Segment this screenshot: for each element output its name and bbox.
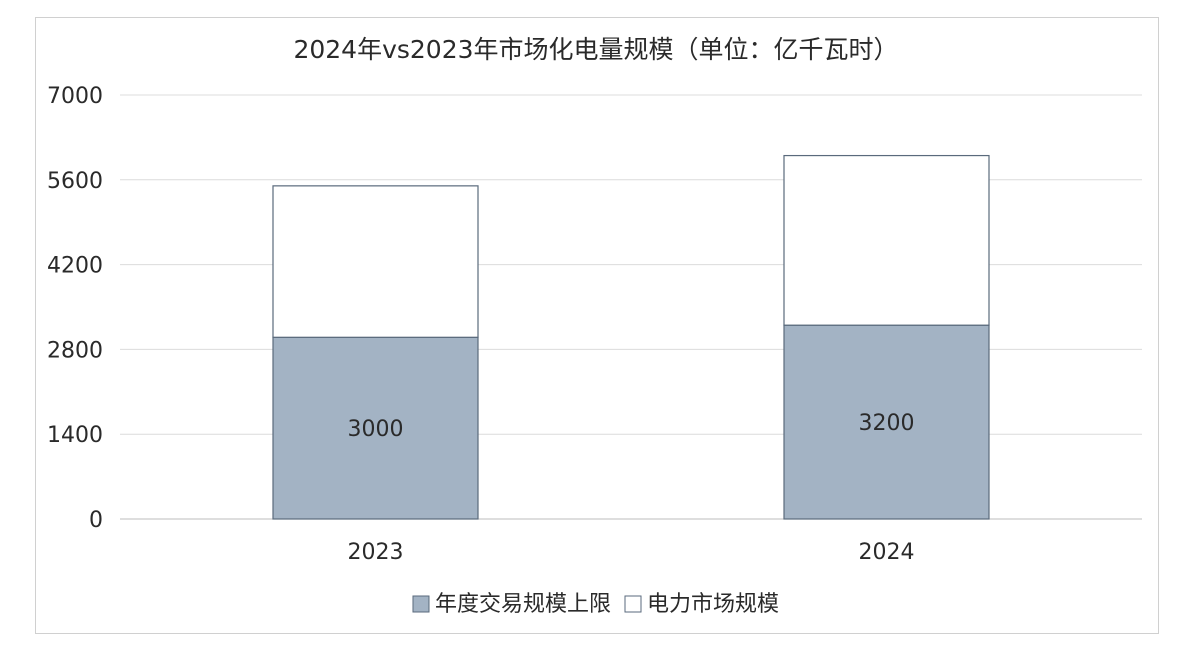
y-tick-label: 1400	[47, 423, 103, 448]
y-tick-label: 4200	[47, 254, 103, 279]
y-tick-label: 5600	[47, 169, 103, 194]
chart-frame	[35, 17, 1159, 634]
y-tick-label: 0	[89, 508, 103, 533]
legend: 年度交易规模上限 电力市场规模	[412, 592, 779, 617]
bar-segment	[783, 154, 990, 326]
bar-layer: 3000 3200	[272, 154, 990, 520]
x-tick-label: 2023	[348, 540, 404, 565]
bar-data-label: 3200	[859, 411, 915, 436]
legend-item: 年度交易规模上限	[412, 592, 611, 617]
legend-label: 年度交易规模上限	[435, 592, 611, 617]
legend-swatch	[412, 595, 430, 613]
bar-segment	[783, 324, 990, 520]
chart-title: 2024年vs2023年市场化电量规模（单位：亿千瓦时）	[293, 35, 898, 64]
legend-item: 电力市场规模	[624, 592, 779, 617]
x-tick-labels: 2023 2024	[348, 540, 915, 565]
bar-segment	[272, 185, 479, 338]
bar-data-label: 3000	[348, 417, 404, 442]
legend-swatch	[624, 595, 642, 613]
y-tick-label: 2800	[47, 338, 103, 363]
y-tick-labels: 0 1400 2800 4200 5600 7000	[47, 84, 103, 533]
x-tick-label: 2024	[859, 540, 915, 565]
y-tick-label: 7000	[47, 84, 103, 109]
legend-label: 电力市场规模	[647, 592, 779, 617]
